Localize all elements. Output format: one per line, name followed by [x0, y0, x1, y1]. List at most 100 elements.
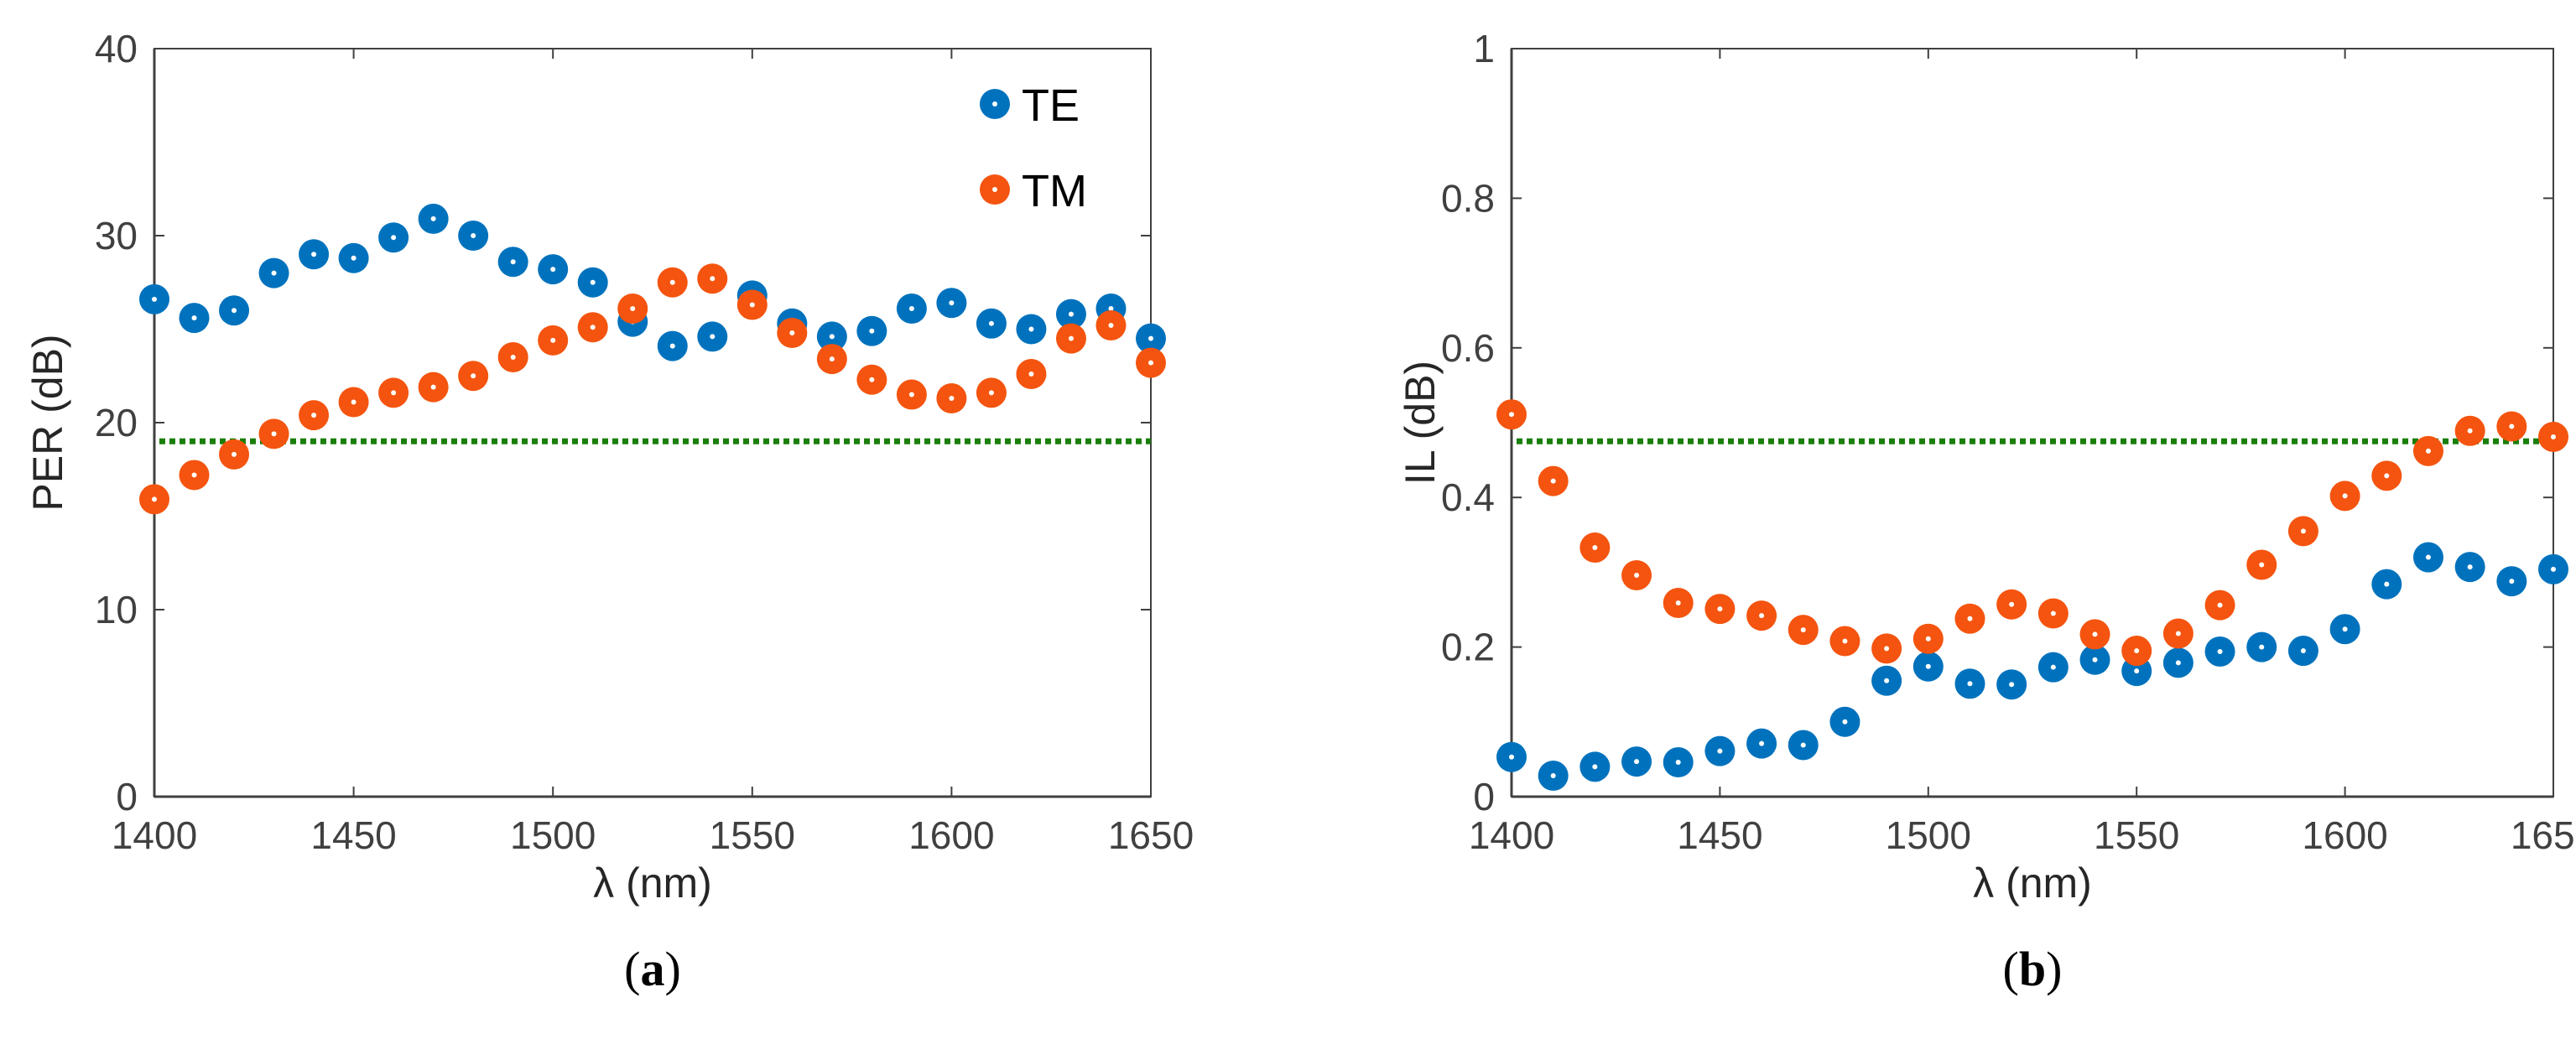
- data-point: [2246, 631, 2277, 662]
- data-point: [2246, 549, 2277, 580]
- data-point: [2454, 415, 2485, 446]
- data-point: [458, 221, 489, 251]
- data-point: [1871, 665, 1902, 696]
- data-point: [577, 267, 608, 298]
- data-point-center: [869, 377, 875, 382]
- y-axis-label: IL (dB): [1397, 361, 1444, 485]
- data-point: [2412, 542, 2443, 573]
- data-point-center: [1884, 646, 1890, 652]
- data-point-center: [232, 451, 237, 457]
- data-point-center: [829, 334, 835, 340]
- data-point: [1538, 465, 1569, 496]
- x-tick-label: 1600: [908, 813, 994, 857]
- data-point-center: [191, 315, 197, 321]
- data-point-center: [710, 334, 716, 340]
- data-point: [1746, 728, 1777, 759]
- data-point: [1621, 559, 1652, 590]
- data-point-center: [908, 392, 914, 397]
- data-point-center: [630, 305, 636, 311]
- data-point: [657, 330, 688, 361]
- data-point-center: [1028, 326, 1034, 332]
- data-point-center: [2509, 579, 2515, 584]
- data-point: [1954, 668, 1985, 699]
- data-point: [777, 317, 808, 348]
- data-point-center: [2551, 434, 2556, 439]
- data-point: [1871, 633, 1902, 664]
- data-point-center: [2175, 631, 2181, 636]
- data-point: [1954, 603, 1985, 634]
- data-point: [219, 439, 250, 470]
- data-point-center: [1759, 740, 1765, 746]
- data-point-center: [2259, 562, 2265, 568]
- data-point: [736, 289, 768, 320]
- data-point: [2454, 552, 2485, 583]
- x-axis-label: λ (nm): [1973, 860, 2092, 907]
- data-point-center: [2425, 448, 2431, 454]
- legend-label: TM: [1022, 166, 1087, 216]
- data-point: [2371, 569, 2402, 600]
- data-point-center: [2467, 428, 2473, 434]
- series-tm: [139, 263, 1166, 515]
- data-point-center: [550, 267, 556, 273]
- data-point-center: [1925, 636, 1931, 642]
- data-point-center: [1550, 773, 1556, 779]
- data-point: [1538, 761, 1569, 792]
- data-point-center: [152, 496, 157, 502]
- data-point-center: [2175, 660, 2181, 666]
- series-te: [139, 203, 1166, 361]
- data-point-center: [1550, 478, 1556, 484]
- data-point: [1704, 735, 1736, 766]
- data-point: [1016, 359, 1047, 390]
- data-point: [1136, 323, 1166, 354]
- data-point-center: [1967, 616, 1973, 621]
- legend-marker-center: [992, 187, 997, 192]
- data-point-center: [510, 259, 516, 265]
- y-tick-label: 10: [95, 588, 138, 631]
- data-point-center: [829, 356, 835, 362]
- data-point: [2079, 644, 2110, 675]
- x-axis-label: λ (nm): [593, 860, 712, 907]
- data-point: [2496, 566, 2527, 597]
- data-point-center: [2217, 648, 2223, 654]
- data-point-center: [1675, 759, 1681, 765]
- y-axis-label: PER (dB): [24, 334, 71, 511]
- data-point: [2037, 652, 2069, 683]
- data-point-center: [430, 216, 436, 221]
- panel-label: (a): [624, 942, 681, 996]
- data-point: [856, 364, 887, 395]
- data-point-center: [1967, 681, 1973, 687]
- data-point-center: [510, 354, 516, 360]
- data-point-center: [2425, 554, 2431, 560]
- data-point: [1496, 741, 1527, 772]
- x-tick-label: 1400: [112, 813, 197, 857]
- data-point-center: [2009, 601, 2015, 607]
- data-point: [2037, 598, 2069, 629]
- data-point-center: [1842, 638, 1848, 644]
- data-point-center: [908, 305, 914, 311]
- data-point: [2412, 435, 2443, 466]
- data-point: [1829, 626, 1860, 657]
- data-point-center: [869, 328, 875, 334]
- data-point-center: [1068, 311, 1074, 317]
- data-point: [577, 312, 608, 343]
- data-point-center: [2134, 648, 2140, 654]
- data-point-center: [271, 431, 277, 437]
- data-point: [1016, 314, 1047, 345]
- data-point-center: [2092, 657, 2098, 662]
- data-point: [936, 288, 967, 319]
- data-point: [1496, 399, 1527, 430]
- data-point: [976, 308, 1007, 339]
- data-point-center: [1148, 360, 1153, 366]
- y-tick-label: 0.2: [1441, 626, 1495, 669]
- data-point-center: [191, 472, 197, 478]
- y-tick-label: 0: [1473, 775, 1495, 818]
- panel-label-open-paren: (: [2003, 942, 2019, 996]
- series-1: [1496, 399, 2568, 667]
- data-point-center: [949, 396, 955, 402]
- data-point: [1621, 746, 1652, 777]
- data-point: [2204, 590, 2235, 621]
- data-point-center: [391, 390, 397, 396]
- data-point: [299, 400, 330, 431]
- data-point: [657, 267, 688, 298]
- data-point-center: [2134, 668, 2140, 674]
